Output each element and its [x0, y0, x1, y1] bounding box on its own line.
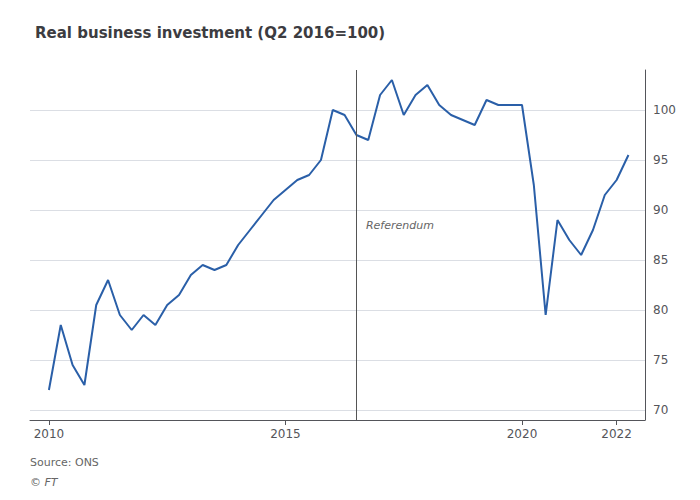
svg-text:Referendum: Referendum — [366, 219, 434, 232]
svg-text:80: 80 — [653, 303, 668, 317]
svg-text:2015: 2015 — [270, 427, 301, 441]
svg-text:90: 90 — [653, 203, 668, 217]
svg-text:Source: ONS: Source: ONS — [30, 456, 99, 469]
svg-text:2020: 2020 — [507, 427, 538, 441]
svg-text:100: 100 — [653, 103, 676, 117]
svg-text:2010: 2010 — [34, 427, 65, 441]
svg-text:95: 95 — [653, 153, 668, 167]
svg-text:2022: 2022 — [601, 427, 632, 441]
svg-text:85: 85 — [653, 253, 668, 267]
svg-text:© FT: © FT — [30, 476, 59, 489]
svg-text:Real business investment (Q2 2: Real business investment (Q2 2016=100) — [35, 24, 385, 42]
svg-text:70: 70 — [653, 403, 668, 417]
svg-text:75: 75 — [653, 353, 668, 367]
